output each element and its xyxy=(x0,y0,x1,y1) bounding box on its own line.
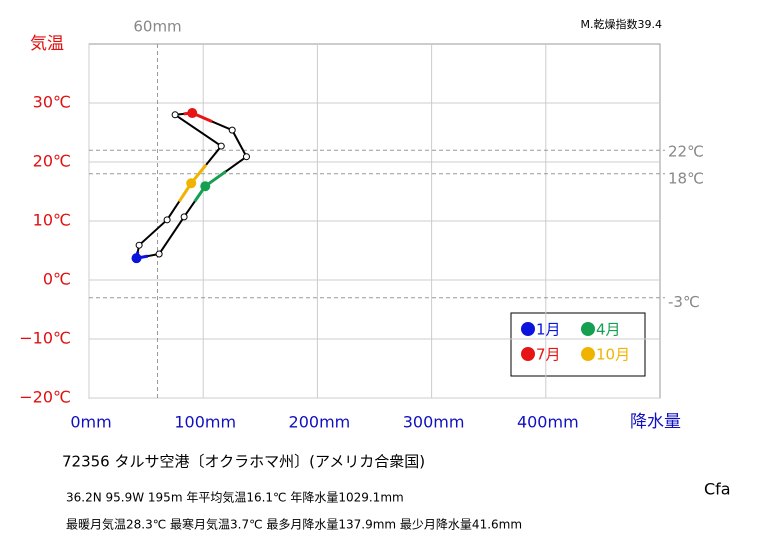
month-point xyxy=(155,250,163,258)
legend-label: 10月 xyxy=(596,346,630,364)
month-point xyxy=(171,111,179,119)
info-line: 最暖月気温28.3℃ 最寒月気温3.7℃ 最多月降水量137.9mm 最少月降水… xyxy=(66,517,522,532)
legend-label: 1月 xyxy=(536,321,561,339)
month-point xyxy=(186,178,197,189)
month-point xyxy=(135,241,143,249)
index-label: M.乾燥指数39.4 xyxy=(581,17,662,31)
month-point xyxy=(200,181,211,192)
x-axis-label: 降水量 xyxy=(630,412,681,432)
y-axis-label: 気温 xyxy=(30,34,64,54)
month-point xyxy=(187,108,198,119)
month-point xyxy=(228,126,236,134)
y-tick-label: 0℃ xyxy=(43,270,71,289)
x-tick-label: 200mm xyxy=(289,413,351,432)
station: 72356 タルサ空港〔オクラホマ州〕(アメリカ合衆国) xyxy=(62,453,425,471)
climate-line xyxy=(158,216,185,255)
ref-label: 22℃ xyxy=(668,143,704,161)
y-tick-label: −10℃ xyxy=(19,329,71,348)
legend-marker xyxy=(581,347,595,361)
y-tick-label: −20℃ xyxy=(19,388,71,407)
month-point xyxy=(242,153,250,161)
legend-label: 4月 xyxy=(596,321,621,339)
climate-line xyxy=(138,219,168,246)
ref-label: -3℃ xyxy=(668,293,700,311)
month-point xyxy=(217,142,225,150)
month-point xyxy=(180,213,188,221)
climate-line xyxy=(231,129,248,158)
x-tick-label: 0mm xyxy=(70,413,111,432)
month-point xyxy=(163,216,171,224)
x-tick-label: 300mm xyxy=(403,413,465,432)
month-point xyxy=(131,253,142,264)
y-tick-label: 30℃ xyxy=(33,93,71,112)
info-line: 36.2N 95.9W 195m 年平均気温16.1℃ 年降水量1029.1mm xyxy=(66,490,404,505)
x-tick-label: 100mm xyxy=(174,413,236,432)
y-tick-label: 20℃ xyxy=(33,152,71,171)
climate-line xyxy=(174,113,222,147)
legend-marker xyxy=(521,347,535,361)
legend-marker xyxy=(581,322,595,336)
y-tick-label: 10℃ xyxy=(33,211,71,230)
climate: Cfa xyxy=(704,480,731,499)
ref-label: 18℃ xyxy=(668,169,704,187)
legend-marker xyxy=(521,322,535,336)
legend-label: 7月 xyxy=(536,346,561,364)
legend xyxy=(510,312,646,377)
ref-label: 60mm xyxy=(133,18,181,36)
x-tick-label: 400mm xyxy=(517,413,579,432)
